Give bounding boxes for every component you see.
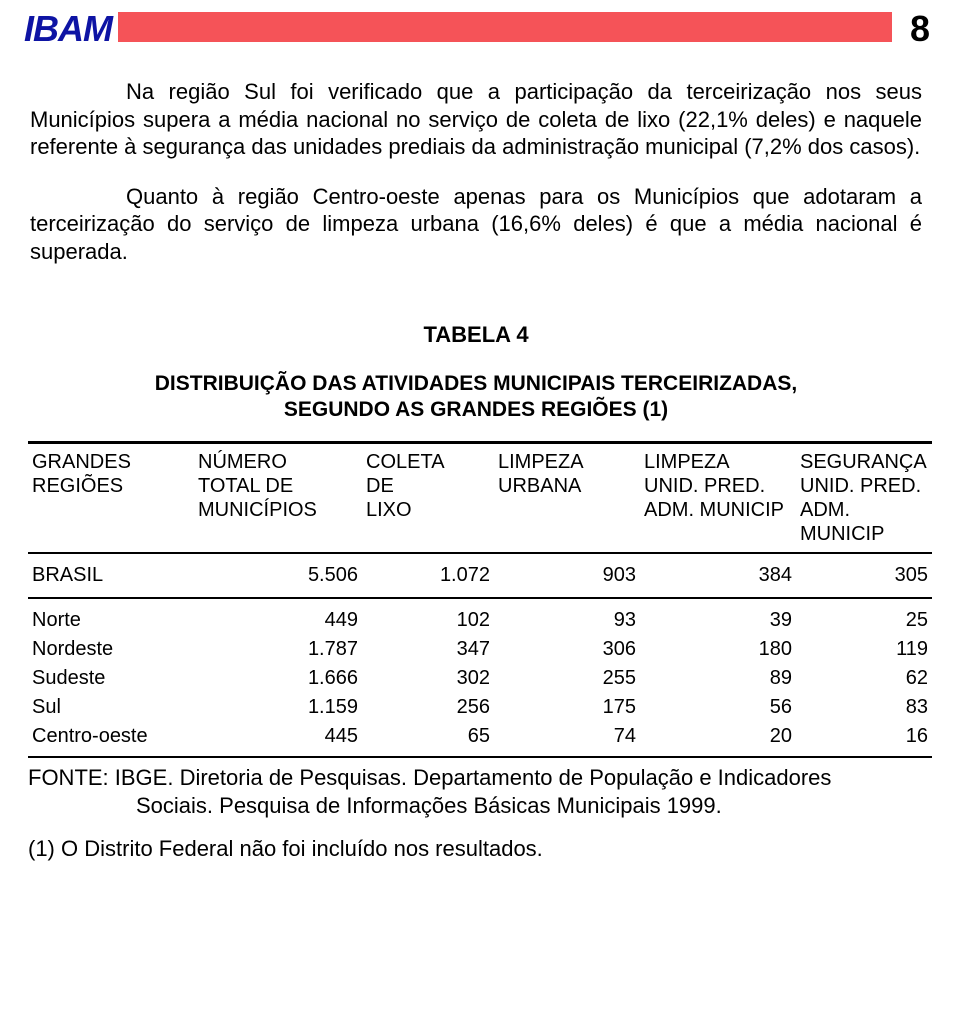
table-notes: FONTE: IBGE. Diretoria de Pesquisas. Dep… — [0, 758, 960, 863]
cell-value: 175 — [494, 693, 640, 722]
header-bar — [118, 12, 892, 42]
cell-value: 5.506 — [194, 553, 362, 598]
cell-value: 449 — [194, 598, 362, 635]
paragraph-2: Quanto à região Centro-oeste apenas para… — [30, 183, 922, 266]
cell-value: 56 — [640, 693, 796, 722]
cell-value: 20 — [640, 722, 796, 757]
row-label: Centro-oeste — [28, 722, 194, 757]
col-header-regioes: GRANDES REGIÕES — [28, 443, 194, 554]
cell-value: 256 — [362, 693, 494, 722]
body-text: Na região Sul foi verificado que a parti… — [0, 50, 960, 423]
document-header: IBAM 8 — [0, 0, 960, 50]
cell-value: 306 — [494, 635, 640, 664]
cell-value: 16 — [796, 722, 932, 757]
row-label: BRASIL — [28, 553, 194, 598]
table-row-centro-oeste: Centro-oeste 445 65 74 20 16 — [28, 722, 932, 757]
table-title: TABELA 4 — [30, 321, 922, 349]
cell-value: 445 — [194, 722, 362, 757]
paragraph-1: Na região Sul foi verificado que a parti… — [30, 78, 922, 161]
cell-value: 119 — [796, 635, 932, 664]
table-subtitle-line-1: DISTRIBUIÇÃO DAS ATIVIDADES MUNICIPAIS T… — [155, 372, 797, 395]
row-label: Nordeste — [28, 635, 194, 664]
logo-text: IBAM — [24, 8, 112, 50]
table-row-norte: Norte 449 102 93 39 25 — [28, 598, 932, 635]
col-header-coleta: COLETA DE LIXO — [362, 443, 494, 554]
cell-value: 384 — [640, 553, 796, 598]
cell-value: 1.666 — [194, 664, 362, 693]
cell-value: 93 — [494, 598, 640, 635]
table-row-nordeste: Nordeste 1.787 347 306 180 119 — [28, 635, 932, 664]
cell-value: 65 — [362, 722, 494, 757]
table-subtitle: DISTRIBUIÇÃO DAS ATIVIDADES MUNICIPAIS T… — [30, 371, 922, 424]
cell-value: 347 — [362, 635, 494, 664]
row-label: Sudeste — [28, 664, 194, 693]
cell-value: 89 — [640, 664, 796, 693]
table-row-sul: Sul 1.159 256 175 56 83 — [28, 693, 932, 722]
table-row-sudeste: Sudeste 1.666 302 255 89 62 — [28, 664, 932, 693]
source-line-2: Sociais. Pesquisa de Informações Básicas… — [28, 792, 932, 820]
cell-value: 255 — [494, 664, 640, 693]
source-note: FONTE: IBGE. Diretoria de Pesquisas. Dep… — [28, 764, 932, 819]
cell-value: 25 — [796, 598, 932, 635]
table-row-brasil: BRASIL 5.506 1.072 903 384 305 — [28, 553, 932, 598]
cell-value: 305 — [796, 553, 932, 598]
row-label: Sul — [28, 693, 194, 722]
table-subtitle-line-2: SEGUNDO AS GRANDES REGIÕES (1) — [284, 398, 668, 421]
cell-value: 102 — [362, 598, 494, 635]
cell-value: 1.159 — [194, 693, 362, 722]
cell-value: 62 — [796, 664, 932, 693]
cell-value: 180 — [640, 635, 796, 664]
cell-value: 39 — [640, 598, 796, 635]
cell-value: 74 — [494, 722, 640, 757]
source-line-1: FONTE: IBGE. Diretoria de Pesquisas. Dep… — [28, 765, 831, 790]
col-header-limpeza-urbana: LIMPEZA URBANA — [494, 443, 640, 554]
footnote: (1) O Distrito Federal não foi incluído … — [28, 835, 932, 863]
table-header-row: GRANDES REGIÕES NÚMERO TOTAL DE MUNICÍPI… — [28, 443, 932, 554]
cell-value: 1.787 — [194, 635, 362, 664]
col-header-seguranca: SEGURANÇA UNID. PRED. ADM. MUNICIP — [796, 443, 932, 554]
cell-value: 302 — [362, 664, 494, 693]
row-label: Norte — [28, 598, 194, 635]
cell-value: 83 — [796, 693, 932, 722]
col-header-limpeza-unid: LIMPEZA UNID. PRED. ADM. MUNICIP — [640, 443, 796, 554]
cell-value: 903 — [494, 553, 640, 598]
distribution-table: GRANDES REGIÕES NÚMERO TOTAL DE MUNICÍPI… — [28, 441, 932, 758]
col-header-numero: NÚMERO TOTAL DE MUNICÍPIOS — [194, 443, 362, 554]
cell-value: 1.072 — [362, 553, 494, 598]
page-number: 8 — [910, 8, 930, 50]
